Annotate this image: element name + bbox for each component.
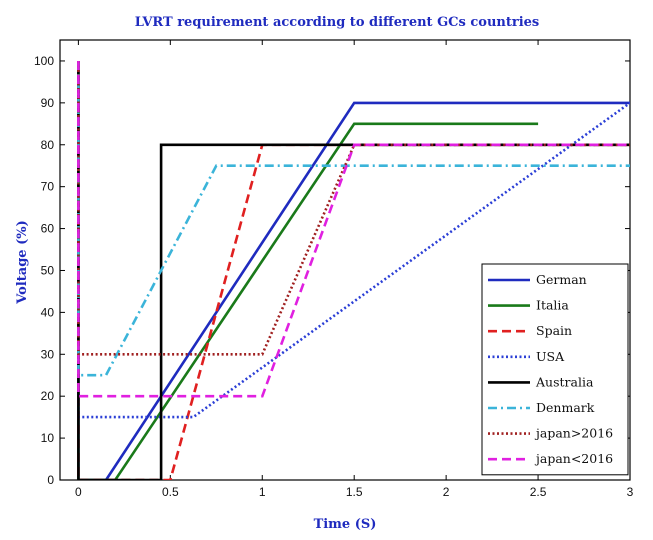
legend-label: Spain — [536, 323, 572, 338]
legend: German Italia Spain USA Australia Denmark japa… — [481, 263, 629, 476]
x-tick-label: 1 — [259, 485, 266, 499]
legend-label: Australia — [535, 374, 594, 389]
y-tick-label: 90 — [41, 96, 55, 110]
legend-label: japan>2016 — [534, 426, 613, 441]
y-tick-label: 80 — [41, 138, 55, 152]
y-tick-label: 50 — [41, 263, 55, 277]
y-tick-label: 100 — [34, 54, 54, 68]
y-axis-label: Voltage (%) — [15, 220, 30, 304]
legend-label: japan<2016 — [534, 451, 613, 466]
series-line-denmark — [77, 61, 630, 377]
legend-label: Italia — [536, 298, 569, 313]
y-tick-label: 30 — [41, 347, 55, 361]
legend-box — [481, 263, 629, 476]
series-line-usa — [77, 61, 630, 419]
y-tick-label: 70 — [41, 180, 55, 194]
x-tick-label: 2 — [443, 485, 450, 499]
y-tick-label: 0 — [47, 473, 54, 487]
y-tick-label: 60 — [41, 222, 55, 236]
chart-title: LVRT requirement according to different … — [135, 15, 540, 30]
x-tick-label: 0 — [75, 485, 82, 499]
legend-label: USA — [536, 349, 565, 364]
x-tick-label: 2.5 — [530, 485, 547, 499]
x-tick-label: 0.5 — [162, 485, 179, 499]
y-tick-label: 10 — [41, 431, 55, 445]
x-axis-label: Time (S) — [314, 517, 377, 532]
series-group — [77, 61, 630, 480]
series-line-japan-2016 — [77, 61, 630, 356]
x-tick-label: 1.5 — [346, 485, 363, 499]
x-tick-label: 3 — [627, 485, 634, 499]
series-line-japan-2016 — [77, 61, 630, 398]
legend-label: Denmark — [536, 400, 595, 415]
legend-label: German — [536, 272, 587, 287]
y-tick-label: 20 — [41, 389, 55, 403]
y-tick-label: 40 — [41, 305, 55, 319]
